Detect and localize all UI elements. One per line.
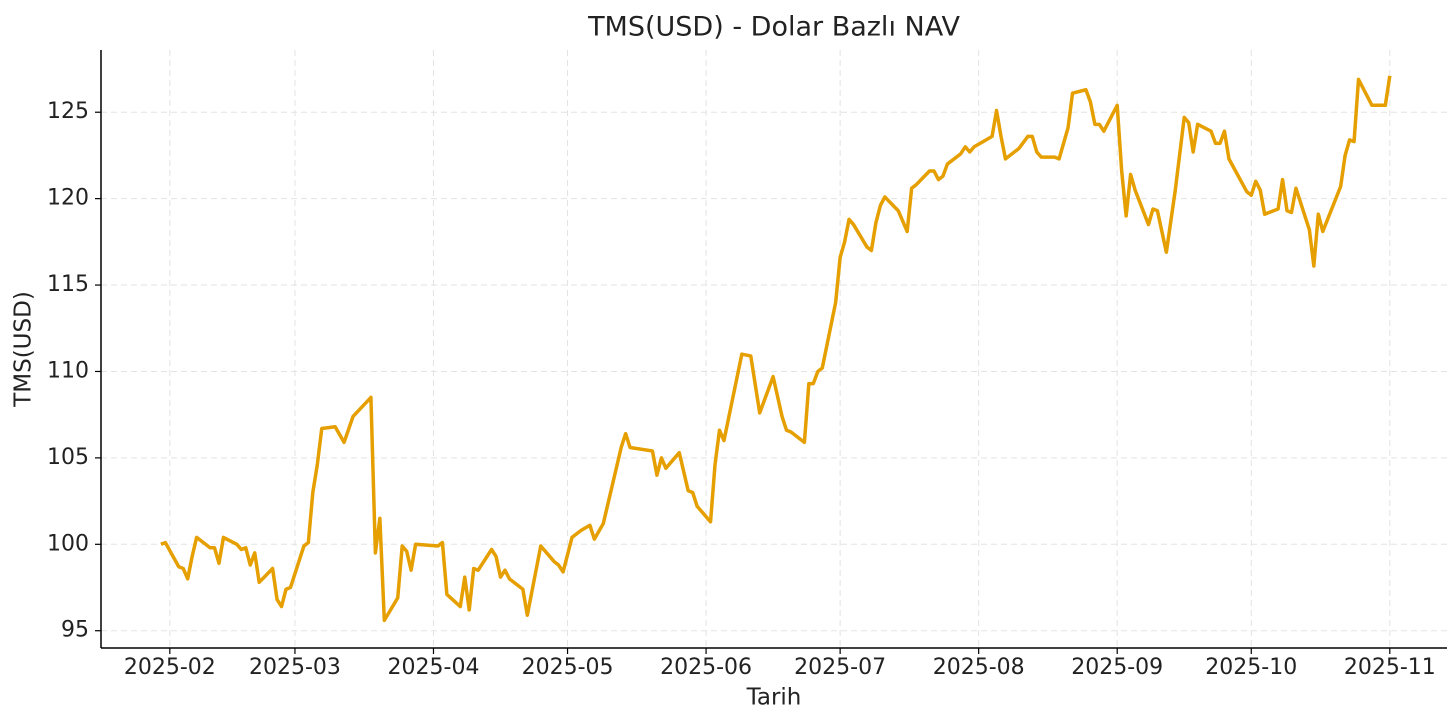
- x-tick-label: 2025-08: [933, 655, 1025, 680]
- x-tick-label: 2025-10: [1205, 655, 1297, 680]
- y-tick-label: 115: [47, 272, 89, 297]
- y-tick-label: 100: [47, 531, 89, 556]
- y-tick-label: 95: [61, 618, 89, 643]
- x-tick-label: 2025-07: [794, 655, 886, 680]
- y-tick-label: 110: [47, 358, 89, 383]
- x-tick-label: 2025-11: [1344, 655, 1436, 680]
- x-tick-label: 2025-03: [249, 655, 341, 680]
- plot-area: [160, 75, 1392, 623]
- x-tick-label: 2025-04: [388, 655, 480, 680]
- x-tick-label: 2025-06: [660, 655, 752, 680]
- y-tick-label: 105: [47, 445, 89, 470]
- x-tick-label: 2025-02: [124, 655, 216, 680]
- y-axis-label: TMS(USD): [11, 291, 37, 408]
- x-tick-label: 2025-05: [522, 655, 614, 680]
- grid: [101, 50, 1447, 648]
- chart-title: TMS(USD) - Dolar Bazlı NAV: [587, 12, 960, 43]
- x-tick-label: 2025-09: [1071, 655, 1163, 680]
- y-tick-label: 125: [47, 99, 89, 124]
- x-axis-label: Tarih: [746, 685, 802, 711]
- line-series: [160, 75, 1392, 623]
- y-tick-label: 120: [47, 186, 89, 211]
